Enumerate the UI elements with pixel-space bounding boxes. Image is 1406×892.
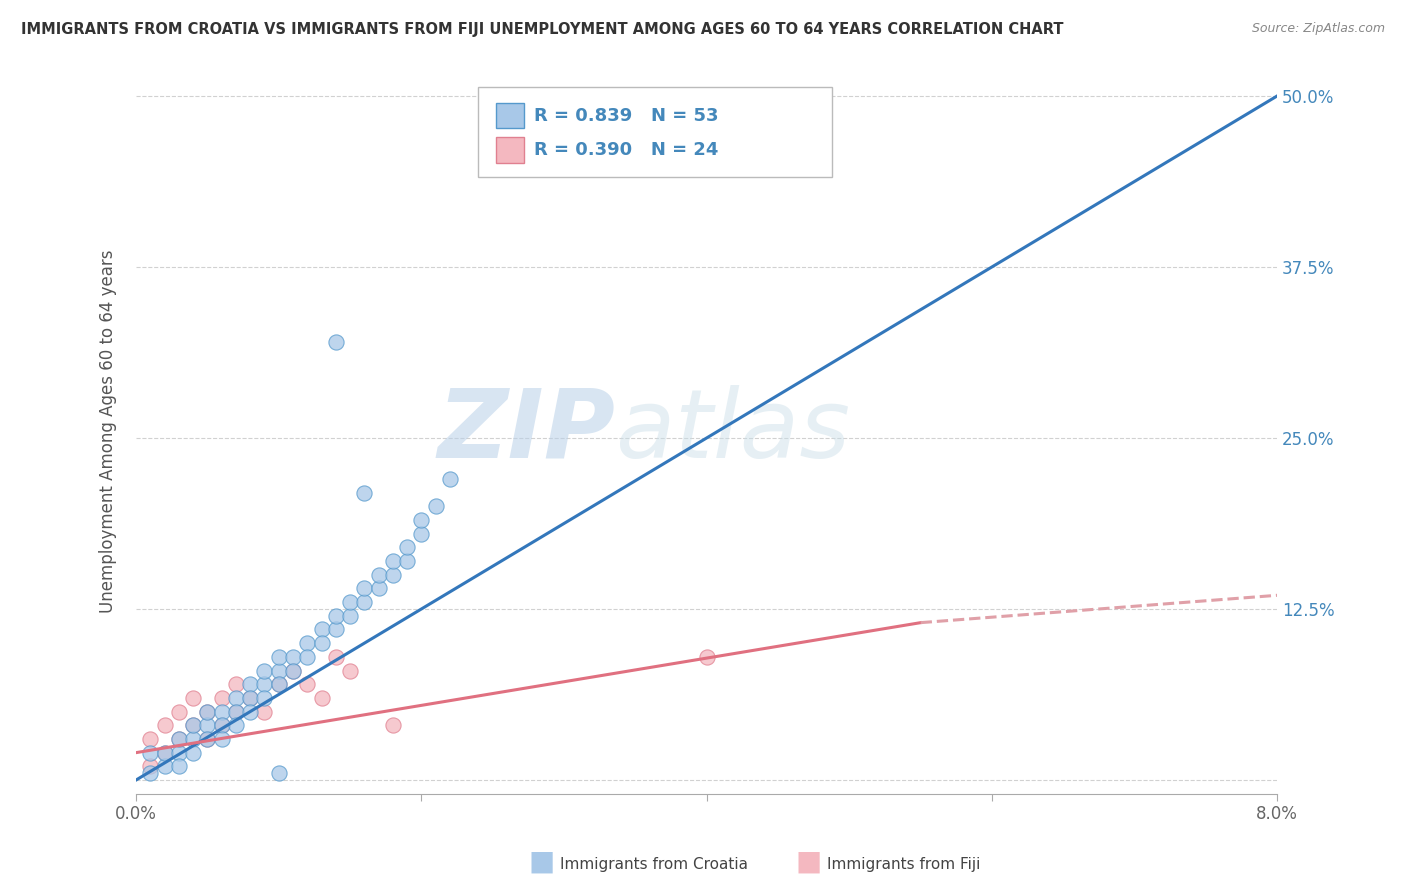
Point [297,649,319,664]
Point [211,705,233,719]
Point [239,690,262,705]
Point [181,690,204,705]
Point [153,718,176,732]
Point [267,677,290,691]
Point [311,623,333,637]
Point [297,636,319,650]
Point [197,731,219,746]
Point [267,677,290,691]
Text: IMMIGRANTS FROM CROATIA VS IMMIGRANTS FROM FIJI UNEMPLOYMENT AMONG AGES 60 TO 64: IMMIGRANTS FROM CROATIA VS IMMIGRANTS FR… [21,22,1063,37]
Point [225,677,247,691]
FancyBboxPatch shape [495,103,524,128]
Point [239,690,262,705]
Point [153,759,176,773]
Point [139,766,162,780]
Point [281,649,304,664]
Point [197,705,219,719]
Point [197,718,219,732]
Point [696,649,718,664]
Point [211,718,233,732]
Point [197,705,219,719]
Point [339,595,361,609]
Point [139,731,162,746]
Point [211,718,233,732]
Text: Source: ZipAtlas.com: Source: ZipAtlas.com [1251,22,1385,36]
Point [153,746,176,760]
Point [396,541,419,555]
Text: atlas: atlas [616,384,851,477]
Point [353,582,375,596]
Point [367,582,389,596]
Point [353,485,375,500]
Point [325,623,347,637]
Point [411,513,433,527]
Point [253,690,276,705]
Point [311,690,333,705]
Point [181,731,204,746]
Point [211,731,233,746]
Text: Immigrants from Fiji: Immigrants from Fiji [827,857,980,872]
Text: ■: ■ [796,848,821,876]
Point [253,664,276,678]
Point [239,705,262,719]
Point [225,718,247,732]
Point [439,472,461,486]
Point [167,746,190,760]
Point [281,664,304,678]
Point [225,705,247,719]
Point [381,567,404,582]
Point [253,677,276,691]
Point [225,705,247,719]
Point [411,526,433,541]
Point [239,677,262,691]
Text: ZIP: ZIP [437,384,616,477]
Point [167,759,190,773]
Point [211,690,233,705]
Point [181,746,204,760]
FancyBboxPatch shape [478,87,832,178]
FancyBboxPatch shape [495,137,524,163]
Text: Immigrants from Croatia: Immigrants from Croatia [560,857,748,872]
Point [267,664,290,678]
Point [339,664,361,678]
Point [425,500,447,514]
Point [339,608,361,623]
Text: ■: ■ [529,848,554,876]
Point [381,554,404,568]
Point [325,649,347,664]
Point [253,705,276,719]
Text: R = 0.390   N = 24: R = 0.390 N = 24 [534,142,718,160]
Point [267,649,290,664]
Point [181,718,204,732]
Point [297,677,319,691]
Y-axis label: Unemployment Among Ages 60 to 64 years: Unemployment Among Ages 60 to 64 years [100,250,117,613]
Point [325,608,347,623]
Point [167,705,190,719]
Point [396,554,419,568]
Point [139,746,162,760]
Point [167,731,190,746]
Point [353,595,375,609]
Point [381,718,404,732]
Point [281,664,304,678]
Point [311,636,333,650]
Point [181,718,204,732]
Point [225,690,247,705]
Point [197,731,219,746]
Point [325,335,347,350]
Text: R = 0.839   N = 53: R = 0.839 N = 53 [534,107,718,125]
Point [267,766,290,780]
Point [367,567,389,582]
Point [139,759,162,773]
Point [153,746,176,760]
Point [167,731,190,746]
